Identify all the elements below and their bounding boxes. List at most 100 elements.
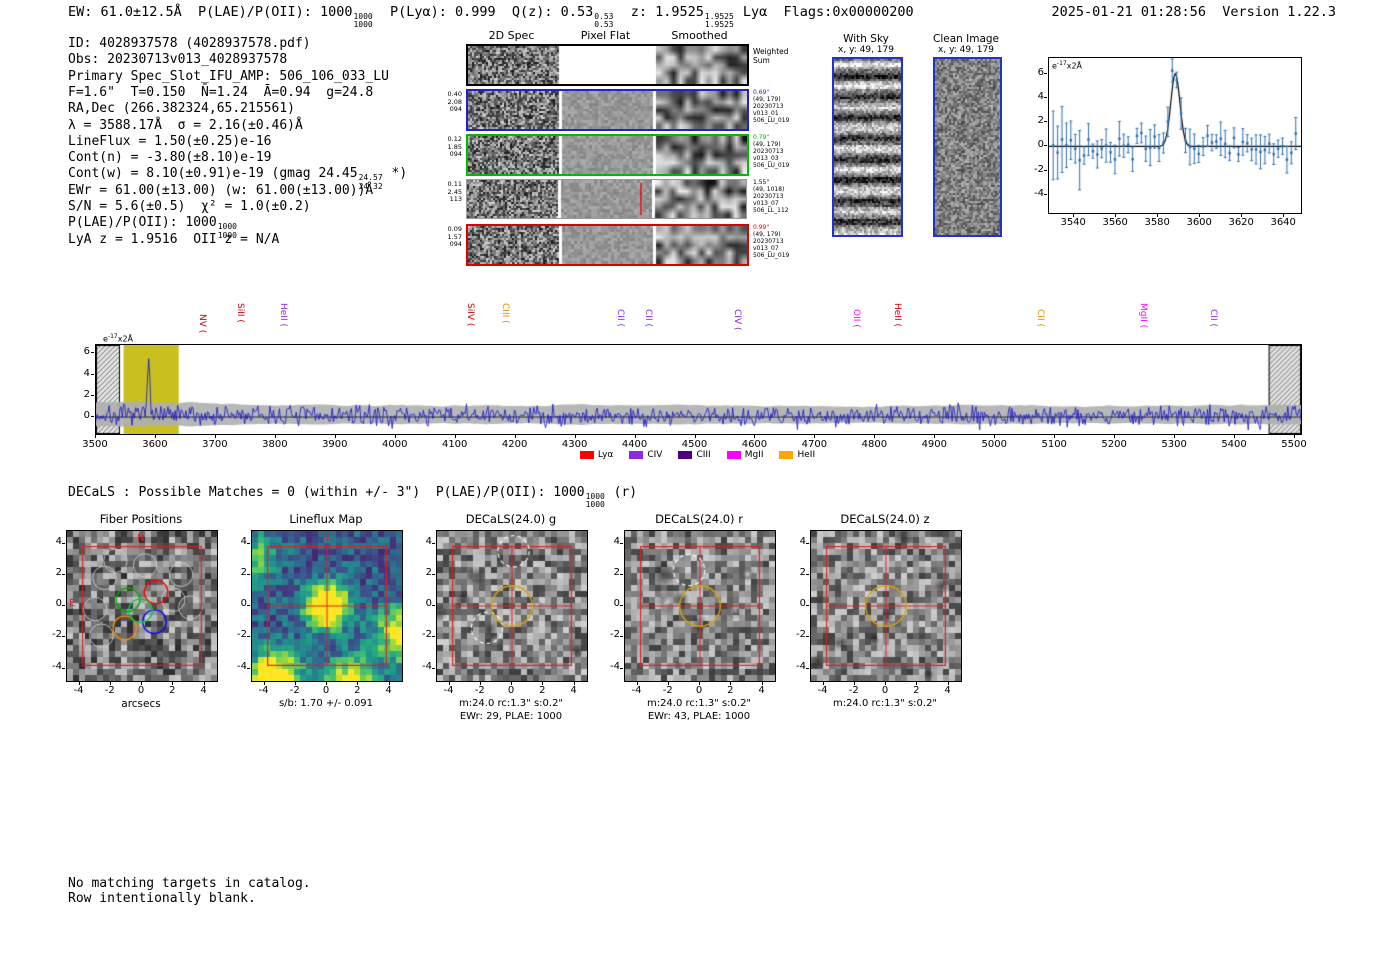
cutout-x-tick-label: 4	[200, 685, 207, 696]
spec2d-col-title: Pixel Flat	[580, 29, 631, 42]
sky-panel-title: With Sky	[843, 33, 889, 45]
spectrum-x-tick-label: 5000	[981, 439, 1007, 450]
cutout-title: DECaLS(24.0) g	[465, 512, 557, 526]
fraction-bottom: 0.53	[594, 20, 614, 30]
cutout-y-tick-label: 4	[799, 535, 806, 547]
cutout-y-tick-mark	[247, 605, 250, 606]
info-line: S/N = 5.6(±0.5) χ² = 1.0(±0.2)	[68, 199, 311, 214]
cutout-y-tick-label: -2	[422, 629, 432, 641]
zoom-x-tick-mark	[1115, 214, 1117, 217]
emission-line-label: HeII (	[278, 303, 289, 328]
decals-matches-text: DECaLS : Possible Matches = 0 (within +/…	[68, 485, 585, 500]
info-line: Obs: 20230713v013_4028937578	[68, 52, 287, 67]
cutout-y-tick-mark	[432, 636, 435, 638]
decals-matches-suffix: (r)	[605, 485, 638, 500]
info-line-text: Cont(n) = -3.80(±8.10)e-19	[68, 150, 272, 166]
cutout-y-tick-label: 4	[425, 535, 432, 547]
emission-line-label: CII (	[642, 308, 653, 327]
units-rest: x2Å	[1066, 61, 1083, 71]
spectrum-x-tick-label: 5200	[1101, 439, 1127, 450]
spectrum-x-tick-label: 4500	[681, 439, 708, 450]
spectrum-y-tick-mark	[91, 352, 94, 354]
spectrum-x-tick-label: 4100	[441, 439, 468, 450]
cutout-x-tick-label: -2	[662, 685, 673, 696]
cutout-title: DECaLS(24.0) z	[840, 512, 930, 526]
sky-panel-image-frame	[933, 57, 1002, 237]
cutout-x-tick-label: 0	[137, 685, 145, 696]
decals-plae-fraction: 1000 1000	[585, 492, 605, 510]
zoom-y-tick-label: 2	[1037, 115, 1044, 127]
cutout-x-tick-mark	[141, 682, 142, 685]
spectrum-x-tick-mark	[874, 435, 876, 438]
cutout-x-tick-label: 2	[169, 685, 176, 696]
spec2d-row-left-label: 0.09 1.57 094	[447, 225, 462, 249]
spectrum-x-tick-mark	[994, 435, 996, 438]
fraction-top: 1000	[585, 492, 605, 501]
cutout-title: Lineflux Map	[289, 512, 363, 526]
info-line: LineFlux = 1.50(±0.25)e-16	[68, 134, 272, 149]
cutout-x-tick-mark	[203, 682, 205, 685]
cutout-image-frame	[810, 530, 962, 682]
cutout-x-tick-label: -4	[73, 685, 84, 696]
cutout-x-tick-label: 2	[913, 685, 920, 696]
cutout-y-tick-mark	[806, 667, 809, 669]
cutout-x-tick-label: -4	[258, 685, 269, 696]
spectrum-x-tick-mark	[274, 435, 276, 438]
header-flags: Lyα Flags:0x00000200	[734, 4, 914, 20]
cutout-x-tick-mark	[761, 682, 763, 685]
cutout-y-tick-label: -4	[796, 660, 806, 672]
with-sky-image	[834, 59, 901, 235]
cutout-title: DECaLS(24.0) r	[655, 512, 743, 526]
cutout-x-tick-label: -2	[289, 685, 300, 696]
cutout-caption: s/b: 1.70 +/- 0.091	[278, 698, 374, 709]
info-line-fraction: 1000 1000	[217, 222, 237, 240]
spec2d-col-title: 2D Spec	[488, 29, 535, 42]
cutout-x-tick-label: -2	[848, 685, 859, 696]
cutout-y-tick-mark	[806, 573, 809, 575]
spectrum-y-tick-label: 4	[83, 367, 90, 379]
cutout-y-tick-mark	[247, 573, 250, 575]
zoom-x-tick-mark	[1157, 214, 1159, 217]
cutout-y-tick-mark	[62, 605, 65, 606]
spectrum-x-tick-mark	[574, 435, 576, 438]
cutout-x-tick-mark	[511, 682, 512, 685]
units-exponent: -17	[1056, 60, 1067, 67]
spectrum-x-tick-mark	[634, 435, 636, 438]
cutout-x-tick-mark	[78, 682, 80, 685]
cutout-image-decals	[625, 531, 775, 681]
cutout-x-tick-label: 2	[354, 685, 361, 696]
spectrum-x-tick-label: 4200	[501, 439, 528, 450]
spectrum-x-tick-label: 4700	[801, 439, 828, 450]
spec2d-row-left-label: 0.11 2.45 113	[447, 180, 462, 204]
spec2d-row	[466, 89, 749, 131]
info-line: ID: 4028937578 (4028937578.pdf)	[68, 36, 311, 51]
cutout-x-tick-mark	[885, 682, 886, 685]
info-line: P(LAE)/P(OII): 1000 1000 1000	[68, 215, 238, 240]
legend-label: MgII	[744, 450, 764, 460]
cutout-x-tick-label: -4	[443, 685, 454, 696]
legend-item: Lyα	[579, 450, 613, 460]
spectrum-x-tick-mark	[1294, 435, 1295, 438]
cutout-x-tick-mark	[448, 682, 450, 685]
spec2d-row	[466, 224, 749, 266]
cutout-x-tick-mark	[730, 682, 732, 685]
legend-label: CIII	[696, 450, 711, 460]
spectrum-x-tick-label: 4400	[621, 439, 648, 450]
spec2d-row-right-label: 1.55" (49, 1018) 20230713 v013_07 506_LL_112	[753, 179, 789, 214]
info-line-text: S/N = 5.6(±0.5) χ² = 1.0(±0.2)	[68, 199, 311, 214]
cutout-y-tick-mark	[247, 542, 250, 544]
spectrum-y-tick-label: 2	[83, 388, 90, 400]
emission-line-label: CIV (	[732, 308, 743, 330]
header-redshift: z: 1.9525	[614, 4, 704, 20]
legend-swatch	[779, 451, 794, 459]
zoom-y-tick-mark	[1044, 96, 1047, 98]
clean-image	[935, 59, 1000, 235]
spectrum-x-tick-mark	[814, 435, 816, 438]
cutout-y-tick-mark	[806, 605, 809, 606]
info-line-text: LyA z = 1.9516 OII z = N/A	[68, 231, 280, 247]
spectrum-y-tick-mark	[91, 394, 94, 396]
cutout-image-frame	[251, 530, 403, 682]
sky-panel-title: Clean Image	[932, 33, 1000, 45]
emission-line-label: CII (	[615, 308, 626, 327]
cutout-image-frame	[66, 530, 218, 682]
